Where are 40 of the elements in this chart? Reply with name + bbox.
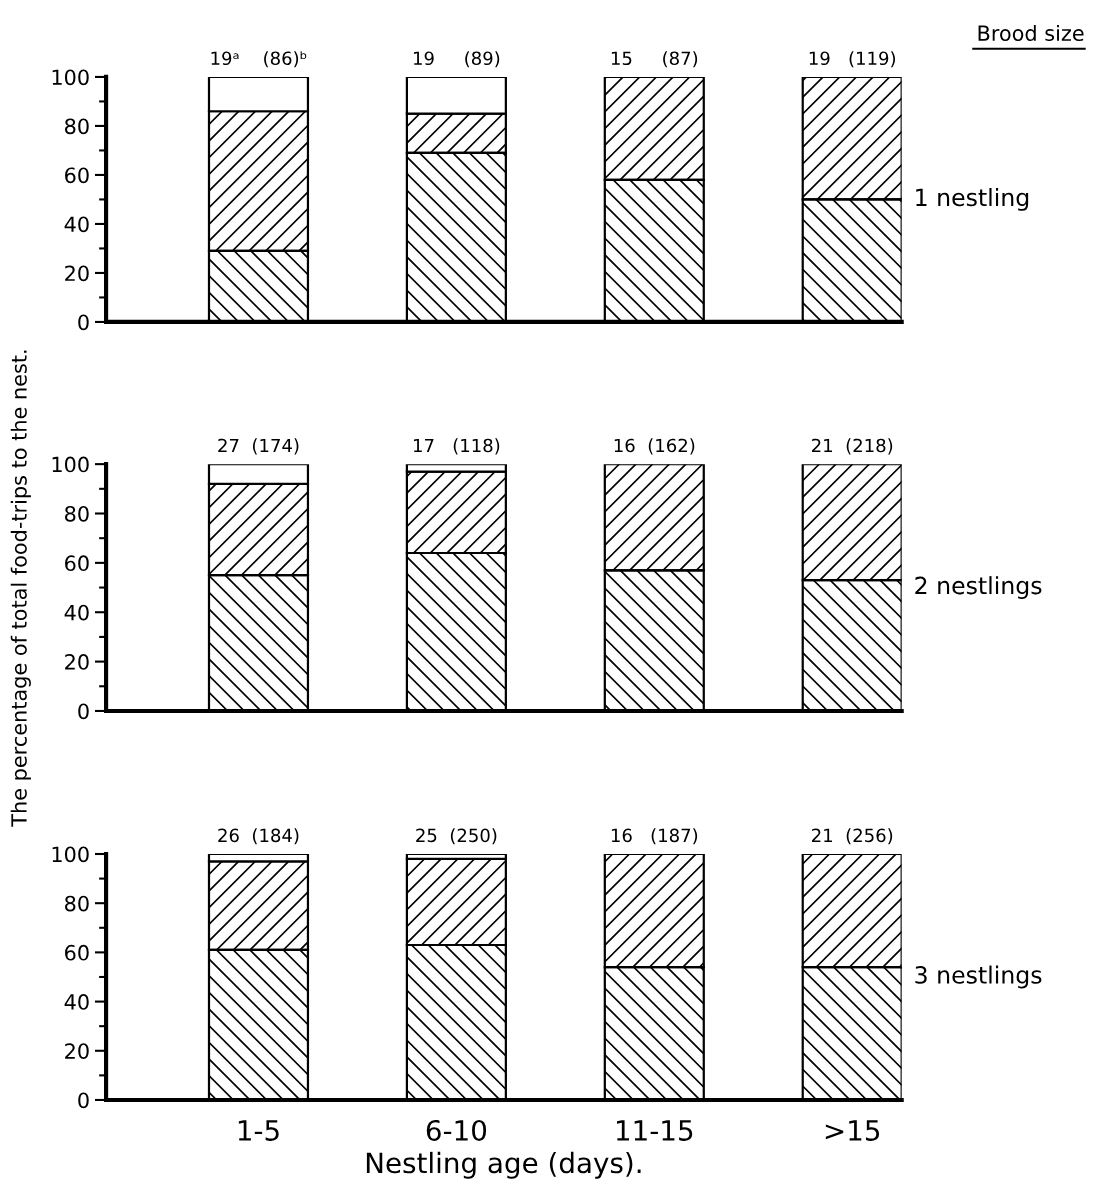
y-tick-label: 20 — [65, 1043, 89, 1059]
y-tick-label: 80 — [65, 118, 89, 135]
y-tick-label: 0 — [78, 703, 89, 720]
text: 3 nestlings — [915, 965, 1042, 989]
y-tick-label: 60 — [65, 167, 89, 184]
y-tick-label: 0 — [78, 314, 89, 331]
annotation: 17 (118) — [413, 438, 500, 455]
y-tick-label: 60 — [65, 555, 89, 572]
text: 2 nestlings — [915, 576, 1042, 599]
annotation: 16 (187) — [611, 828, 698, 845]
y-axis-title: The percentage of total food-trips to the nest. — [10, 350, 31, 827]
x-tick-label: >15 — [825, 1120, 880, 1141]
y-tick-label: 40 — [64, 994, 89, 1010]
annotation: 21 (256) — [812, 828, 893, 845]
y-tick-label: 0 — [78, 1092, 89, 1109]
text: 1 nestling — [916, 188, 1029, 211]
annotation: 19ᵃ (86)ᵇ — [211, 51, 307, 68]
annotation: 19 (89) — [414, 51, 500, 68]
y-tick-label: 60 — [65, 944, 89, 961]
y-tick-label: 100 — [52, 456, 89, 473]
text: Brood size — [978, 24, 1084, 42]
annotation: 15 (87) — [611, 51, 698, 68]
x-tick-label: 11-15 — [616, 1120, 693, 1141]
x-axis-title: Nestling age (days). — [366, 1151, 641, 1179]
annotation: 19 (119) — [809, 51, 896, 68]
annotation: 27 (174) — [218, 438, 299, 455]
y-tick-label: 40 — [64, 216, 89, 233]
y-tick-label: 20 — [65, 265, 89, 282]
y-tick-label: 80 — [65, 895, 89, 912]
annotation: 26 (184) — [218, 828, 299, 845]
y-tick-label: 100 — [52, 69, 89, 86]
y-tick-label: 80 — [65, 505, 89, 522]
annotation: 16 (162) — [614, 438, 695, 455]
annotation: 25 (250) — [416, 828, 497, 845]
y-tick-label: 40 — [64, 604, 89, 621]
y-tick-label: 100 — [52, 846, 89, 863]
x-tick-label: 6-10 — [426, 1119, 487, 1141]
y-tick-label: 20 — [65, 654, 89, 670]
x-tick-label: 1-5 — [238, 1120, 279, 1141]
annotation: 21 (218) — [812, 438, 893, 455]
